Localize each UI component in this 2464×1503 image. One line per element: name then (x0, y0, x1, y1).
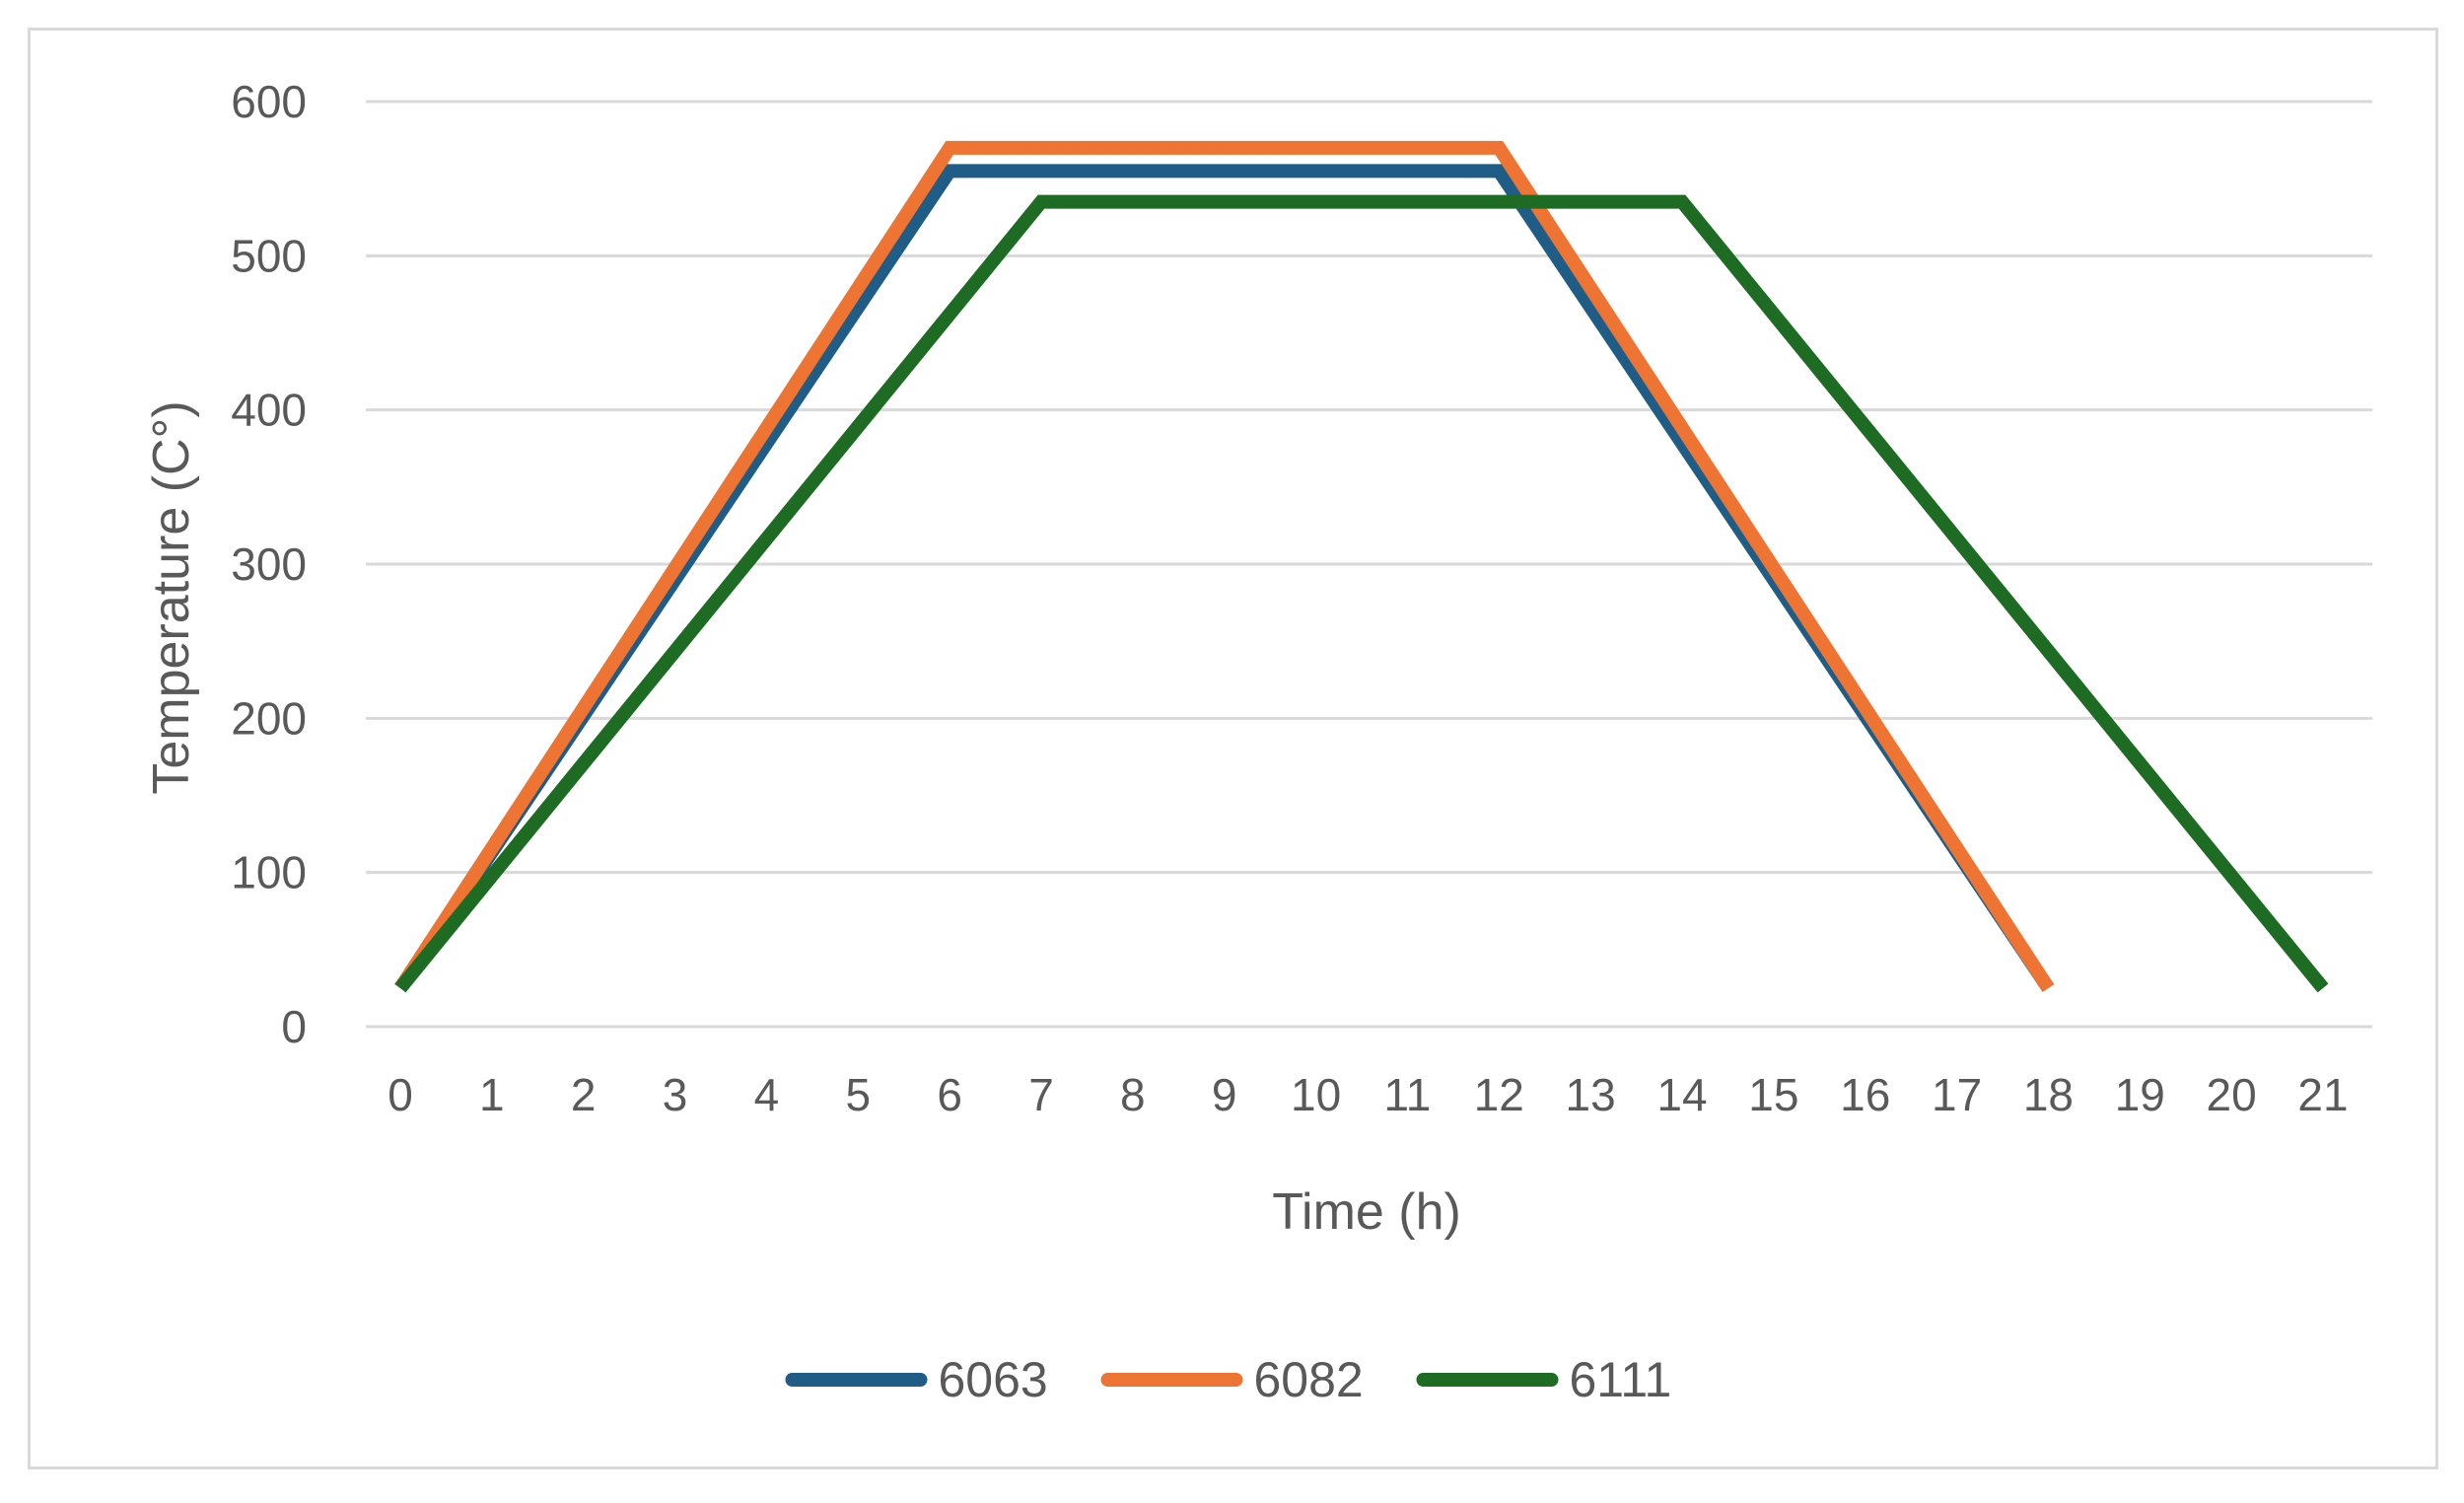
legend-label-6111: 6111 (1570, 1352, 1672, 1407)
legend-label-6082: 6082 (1254, 1352, 1364, 1407)
x-tick-label: 8 (1120, 1069, 1146, 1120)
y-tick-label: 500 (231, 230, 307, 281)
series-line-6111 (394, 194, 2329, 993)
x-tick-label: 13 (1566, 1069, 1616, 1120)
y-tick-label: 100 (231, 847, 307, 898)
x-tick-label: 18 (2023, 1069, 2074, 1120)
x-axis-title: Time (h) (1272, 1183, 1461, 1241)
y-tick-label: 600 (231, 76, 307, 127)
x-tick-label: 19 (2115, 1069, 2165, 1120)
grid-lines (366, 100, 2372, 1029)
x-tick-label: 12 (1474, 1069, 1524, 1120)
y-tick-label: 300 (231, 538, 307, 590)
series-line-6082 (394, 140, 2055, 992)
x-tick-label: 17 (1932, 1069, 1982, 1120)
x-tick-label: 21 (2297, 1069, 2348, 1120)
x-tick-label: 9 (1212, 1069, 1237, 1120)
x-tick-label: 4 (754, 1069, 780, 1120)
x-tick-label: 0 (387, 1069, 413, 1120)
x-tick-label: 7 (1028, 1069, 1054, 1120)
x-tick-label: 10 (1291, 1069, 1341, 1120)
x-tick-label: 16 (1840, 1069, 1890, 1120)
y-tick-label: 200 (231, 692, 307, 744)
x-tick-label: 15 (1748, 1069, 1798, 1120)
x-tick-label: 6 (937, 1069, 962, 1120)
series-line-6063 (394, 164, 2055, 992)
x-tick-label: 2 (571, 1069, 597, 1120)
y-axis-title: Temperature (C°) (143, 400, 200, 794)
chart-frame: 0 100 200 300 400 500 600 0 1 2 3 4 5 6 7 8 9 10 11 12 13 14… (28, 28, 2438, 1469)
y-tick-labels: 0 100 200 300 400 500 600 (231, 76, 307, 1052)
y-tick-label: 400 (231, 385, 307, 436)
x-tick-label: 20 (2207, 1069, 2257, 1120)
legend: 6063 6082 6111 (785, 1352, 1672, 1407)
x-tick-label: 1 (479, 1069, 505, 1120)
x-tick-label: 5 (845, 1069, 871, 1120)
x-tick-label: 11 (1384, 1069, 1432, 1120)
x-tick-label: 14 (1656, 1069, 1707, 1120)
legend-label-6063: 6063 (939, 1352, 1048, 1407)
y-tick-label: 0 (281, 1001, 307, 1052)
x-tick-label: 3 (663, 1069, 688, 1120)
x-tick-labels: 0 1 2 3 4 5 6 7 8 9 10 11 12 13 14 15 16 17 18 19 20 21 (387, 1069, 2348, 1120)
series-lines (394, 140, 2329, 993)
